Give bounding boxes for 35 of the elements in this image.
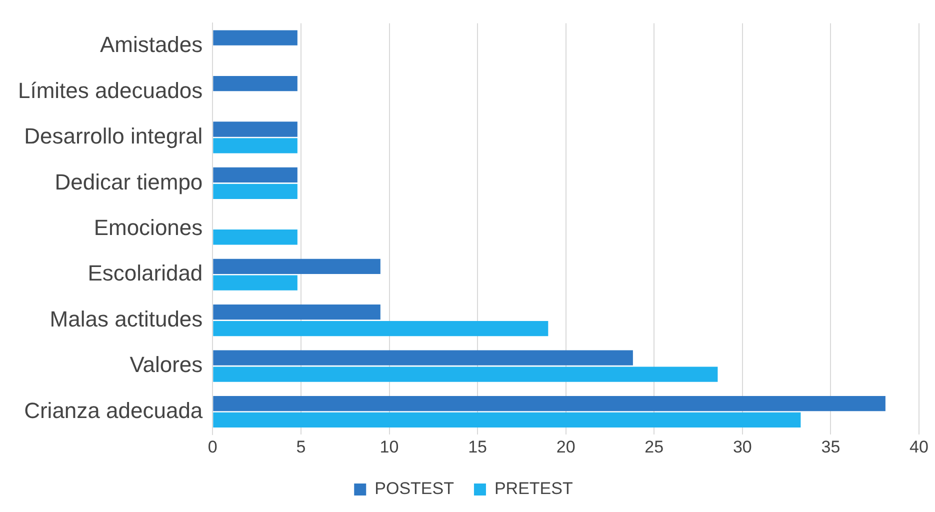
- y-tick-label: Malas actitudes: [50, 306, 203, 332]
- bar: [213, 167, 298, 183]
- x-tick-label: 35: [821, 437, 840, 456]
- legend-label: POSTEST: [374, 479, 454, 498]
- bar: [213, 412, 801, 428]
- bar: [213, 366, 718, 382]
- y-tick-label: Valores: [130, 352, 203, 378]
- bar: [213, 304, 380, 320]
- bar: [213, 275, 298, 290]
- y-tick-label: Escolaridad: [88, 260, 203, 286]
- bar: [213, 184, 298, 199]
- bar: [213, 30, 298, 46]
- bar: [213, 320, 548, 336]
- bar: [213, 230, 298, 245]
- x-tick-label: 15: [468, 437, 488, 456]
- x-tick-label: 20: [556, 437, 576, 456]
- bar: [213, 138, 298, 154]
- y-tick-label: Emociones: [94, 214, 203, 240]
- bar: [213, 76, 298, 92]
- bar: [213, 396, 886, 412]
- bar: [213, 122, 298, 137]
- x-tick-label: 10: [380, 437, 399, 456]
- x-tick-label: 5: [296, 437, 306, 456]
- bar: [213, 350, 633, 366]
- bar: [213, 258, 380, 274]
- x-tick-label: 0: [208, 437, 218, 456]
- y-tick-label: Límites adecuados: [18, 78, 203, 103]
- x-tick-label: 40: [910, 437, 928, 456]
- x-tick-label: 25: [644, 437, 664, 456]
- y-tick-label: Crianza adecuada: [24, 398, 204, 423]
- legend-label: PRETEST: [494, 479, 573, 498]
- y-tick-label: Amistades: [100, 32, 203, 58]
- y-tick-label: Dedicar tiempo: [54, 169, 203, 194]
- y-tick-label: Desarrollo integral: [24, 124, 203, 149]
- x-tick-label: 30: [732, 437, 752, 456]
